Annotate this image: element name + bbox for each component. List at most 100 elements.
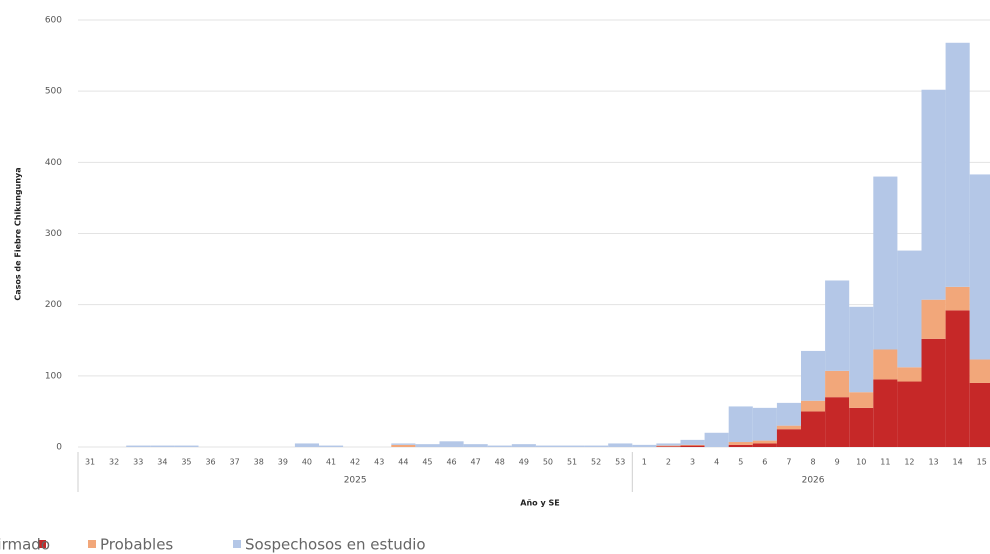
x-tick-label: 48 <box>495 458 505 467</box>
bar-segment <box>680 445 705 447</box>
x-tick-label: 15 <box>977 458 987 467</box>
bar-segment <box>728 444 753 447</box>
bar-segment <box>921 338 946 447</box>
x-tick-label: 5 <box>738 458 743 467</box>
y-tick-label: 100 <box>45 371 62 381</box>
bar-segment <box>174 445 199 447</box>
x-tick-label: 44 <box>398 458 408 467</box>
bar-segment <box>294 443 319 447</box>
x-tick-label: 50 <box>543 458 553 467</box>
x-tick-label: 52 <box>591 458 601 467</box>
legend-swatch <box>38 540 46 548</box>
bar-segment <box>801 411 826 447</box>
bar-segment <box>752 443 777 447</box>
x-tick-label: 32 <box>109 458 119 467</box>
x-tick-label: 36 <box>205 458 215 467</box>
x-tick-label: 41 <box>326 458 336 467</box>
bar-segment <box>487 445 512 447</box>
bar-segment <box>969 382 990 447</box>
bar-segment <box>825 397 850 447</box>
bar-segment <box>608 443 633 447</box>
group-label: 2026 <box>802 476 825 486</box>
bar-segment <box>680 439 705 445</box>
bar-segment <box>560 445 585 447</box>
bar-segment <box>969 359 990 383</box>
bar-segment <box>656 443 681 446</box>
bar-segment <box>584 445 609 447</box>
x-tick-label: 31 <box>85 458 95 467</box>
x-tick-label: 11 <box>880 458 890 467</box>
x-tick-label: 46 <box>446 458 456 467</box>
bar-segment <box>945 42 970 287</box>
y-tick-label: 300 <box>45 229 62 239</box>
bar-segment <box>801 350 826 401</box>
x-tick-label: 33 <box>133 458 143 467</box>
x-tick-label: 8 <box>811 458 816 467</box>
bar-segment <box>728 442 753 445</box>
y-tick-label: 200 <box>45 300 62 310</box>
bar-segment <box>439 441 464 447</box>
y-tick-label: 400 <box>45 158 62 168</box>
bar-segment <box>150 445 175 447</box>
bar-segment <box>680 444 705 446</box>
bar-segment <box>897 367 922 382</box>
bar-segment <box>801 400 826 412</box>
bar-segment <box>897 250 922 368</box>
x-tick-label: 37 <box>230 458 240 467</box>
x-tick-label: 40 <box>302 458 312 467</box>
bar-segment <box>825 370 850 398</box>
x-tick-label: 51 <box>567 458 577 467</box>
x-tick-label: 38 <box>254 458 264 467</box>
bar-segment <box>511 444 536 447</box>
bar-segment <box>752 407 777 441</box>
x-tick-label: 53 <box>615 458 625 467</box>
x-tick-label: 6 <box>762 458 767 467</box>
legend-label: Confirmado <box>0 536 50 554</box>
bar-segment <box>921 89 946 300</box>
y-tick-label: 500 <box>45 87 62 97</box>
bar-segment <box>319 445 344 447</box>
legend-label: Sospechosos en estudio <box>245 536 426 554</box>
x-axis-title: Año y SE <box>520 499 559 508</box>
x-tick-label: 39 <box>278 458 288 467</box>
legend-swatch <box>233 540 241 548</box>
y-tick-label: 0 <box>56 443 62 453</box>
x-tick-label: 13 <box>928 458 938 467</box>
bar-segment <box>728 406 753 443</box>
x-tick-label: 7 <box>786 458 791 467</box>
bar-segment <box>752 440 777 444</box>
bar-segment <box>632 444 657 447</box>
bar-segment <box>921 299 946 339</box>
bar-segment <box>969 174 990 360</box>
bar-segment <box>873 379 898 447</box>
x-tick-label: 34 <box>157 458 167 467</box>
bar-segment <box>126 445 151 447</box>
x-tick-label: 43 <box>374 458 384 467</box>
bar-segment <box>849 392 874 408</box>
bar-segment <box>849 306 874 393</box>
x-tick-label: 12 <box>904 458 914 467</box>
x-tick-label: 2 <box>666 458 671 467</box>
x-tick-label: 42 <box>350 458 360 467</box>
x-tick-label: 9 <box>835 458 840 467</box>
bar-segment <box>391 443 416 445</box>
bar-segment <box>873 176 898 350</box>
x-tick-label: 49 <box>519 458 529 467</box>
x-tick-label: 3 <box>690 458 695 467</box>
y-axis-title: Casos de Fiebre Chikungunya <box>14 167 23 300</box>
x-tick-label: 35 <box>181 458 191 467</box>
bar-segment <box>704 432 729 447</box>
x-tick-label: 45 <box>422 458 432 467</box>
x-tick-label: 1 <box>642 458 647 467</box>
bar-segment <box>945 310 970 447</box>
bar-segment <box>391 444 416 447</box>
bar-segment <box>776 425 801 430</box>
bar-segment <box>656 446 681 447</box>
legend-label: Probables <box>100 536 173 554</box>
legend-swatch <box>88 540 96 548</box>
bar-segment <box>945 286 970 311</box>
bar-segment <box>825 280 850 371</box>
bar-segment <box>776 429 801 447</box>
bar-segment <box>656 445 681 447</box>
bar-segment <box>849 407 874 447</box>
